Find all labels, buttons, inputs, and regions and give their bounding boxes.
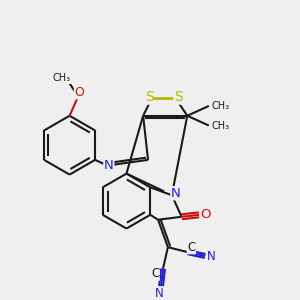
Text: O: O	[74, 86, 84, 99]
Text: S: S	[174, 90, 183, 104]
Text: N: N	[207, 250, 215, 262]
Text: O: O	[200, 208, 210, 221]
Text: S: S	[145, 90, 153, 104]
Text: CH₃: CH₃	[212, 101, 230, 111]
Text: N: N	[104, 159, 114, 172]
Text: N: N	[155, 287, 164, 300]
Text: CH₃: CH₃	[212, 121, 230, 130]
Text: N: N	[171, 187, 181, 200]
Text: C: C	[187, 241, 196, 254]
Text: CH₃: CH₃	[53, 74, 71, 83]
Text: C: C	[151, 267, 159, 280]
